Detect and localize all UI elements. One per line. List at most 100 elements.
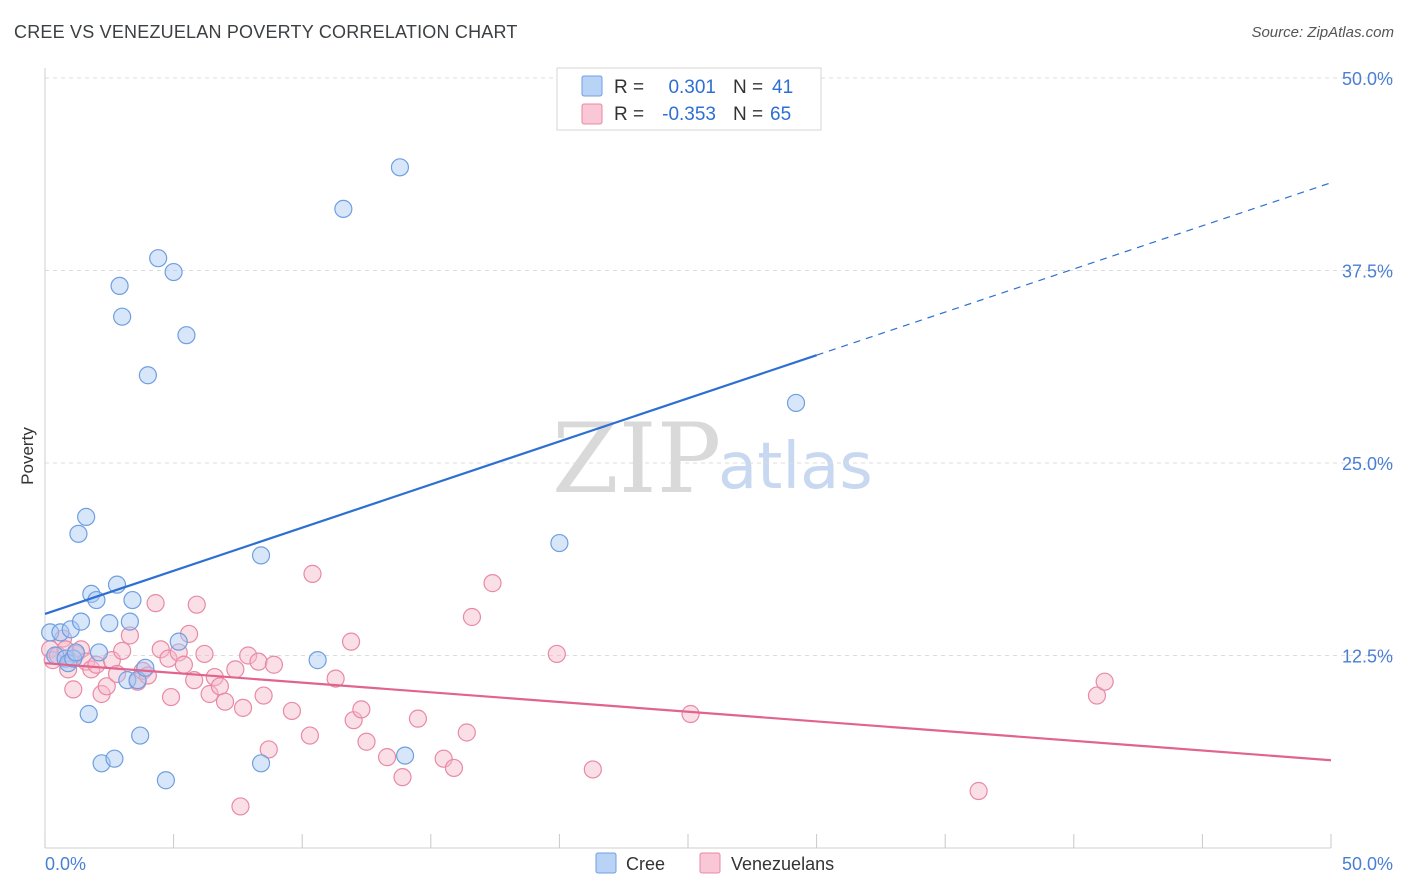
legend-swatch-venezuelans (581, 103, 603, 125)
y-axis-label: Poverty (18, 427, 37, 485)
point-cree (69, 524, 88, 543)
point-cree (77, 507, 96, 527)
point-venezuelans (231, 797, 250, 816)
point-venezuelans (434, 749, 453, 768)
point-venezuelans (146, 594, 165, 613)
point-venezuelans (215, 692, 235, 711)
legend-r-value-cree: 0.301 (668, 77, 716, 98)
point-venezuelans (462, 607, 482, 627)
point-venezuelans (249, 652, 268, 671)
point-venezuelans (483, 574, 502, 593)
x-tick-labels: 0.0% 50.0% (45, 854, 1393, 874)
point-venezuelans (161, 687, 181, 707)
point-cree (89, 643, 109, 662)
point-venezuelans (393, 768, 412, 787)
point-cree (138, 366, 157, 385)
legend-n-label-venezuelans: N = (733, 104, 763, 125)
point-cree (164, 262, 183, 282)
source-credit: Source: ZipAtlas.com (1251, 24, 1394, 41)
point-cree (61, 620, 80, 639)
point-cree (100, 614, 119, 633)
legend-n-label-cree: N = (733, 77, 763, 98)
point-venezuelans (547, 644, 566, 664)
point-venezuelans (583, 760, 602, 779)
point-cree (177, 326, 196, 345)
point-venezuelans (174, 655, 193, 674)
point-venezuelans (969, 781, 988, 801)
point-cree (550, 533, 569, 553)
point-venezuelans (352, 700, 371, 719)
point-venezuelans (185, 671, 204, 690)
point-venezuelans (151, 640, 170, 659)
x-tick-label: 50.0% (1342, 854, 1393, 874)
point-cree (136, 658, 155, 677)
point-venezuelans (210, 677, 229, 696)
point-venezuelans (326, 669, 345, 688)
point-cree (395, 746, 415, 765)
legend-r-label-venezuelans: R = (614, 104, 644, 125)
y-tick-labels: 12.5% 25.0% 37.5% 50.0% (1342, 69, 1393, 667)
point-venezuelans (179, 624, 199, 644)
point-venezuelans (377, 748, 397, 767)
chart-title: CREE VS VENEZUELAN POVERTY CORRELATION C… (14, 22, 518, 42)
legend-swatch-cree (581, 75, 603, 97)
x-tick-label: 0.0% (45, 854, 86, 874)
point-cree (786, 393, 806, 413)
point-venezuelans (159, 649, 178, 668)
point-cree (66, 643, 85, 662)
legend-r-label-cree: R = (614, 77, 644, 98)
y-tick-label: 37.5% (1342, 262, 1393, 282)
point-venezuelans (113, 641, 132, 660)
point-venezuelans (300, 726, 320, 745)
bottom-legend-label-venezuelans: Venezuelans (731, 854, 834, 874)
point-venezuelans (1087, 686, 1107, 705)
point-venezuelans (282, 701, 302, 721)
point-cree (334, 199, 353, 218)
watermark-atlas: atlas (718, 430, 873, 504)
y-tick-label: 25.0% (1342, 454, 1393, 474)
y-tick-label: 12.5% (1342, 647, 1393, 667)
point-venezuelans (120, 626, 139, 645)
point-venezuelans (341, 632, 361, 651)
point-cree (79, 704, 98, 724)
point-cree (123, 590, 142, 610)
point-venezuelans (200, 684, 219, 704)
trend-line-cree (44, 354, 817, 615)
bottom-legend-swatch-venezuelans (699, 852, 721, 874)
x-axis-ticks (44, 834, 1332, 848)
point-venezuelans (226, 660, 245, 679)
point-cree (51, 623, 70, 642)
gridlines (45, 77, 1396, 656)
point-cree (105, 749, 124, 768)
point-venezuelans (457, 723, 476, 742)
legend-r-value-venezuelans: -0.353 (662, 104, 716, 125)
legend-n-value-cree: 41 (772, 77, 793, 98)
point-venezuelans (187, 595, 206, 614)
point-venezuelans (254, 686, 273, 705)
point-venezuelans (444, 758, 464, 778)
point-cree (308, 651, 327, 670)
point-cree (149, 249, 168, 268)
point-venezuelans (303, 564, 322, 583)
point-venezuelans (259, 740, 278, 759)
point-cree (390, 158, 410, 177)
series-legend: Cree Venezuelans (595, 852, 834, 874)
point-cree (169, 632, 188, 651)
point-venezuelans (1095, 672, 1114, 691)
point-cree (156, 771, 175, 790)
point-cree (113, 307, 132, 326)
bottom-legend-swatch-cree (595, 852, 617, 874)
trend-line-extension-cree (816, 182, 1332, 356)
data-points (41, 158, 1114, 816)
y-tick-label: 50.0% (1342, 69, 1393, 89)
point-cree (251, 546, 271, 565)
point-venezuelans (233, 698, 253, 717)
point-venezuelans (97, 677, 116, 696)
watermark: ZIP atlas (552, 403, 873, 515)
point-venezuelans (64, 680, 83, 699)
point-venezuelans (195, 644, 214, 664)
correlation-legend: R = 0.301 N = 41 R = -0.353 N = 65 (556, 67, 822, 131)
point-venezuelans (239, 646, 258, 665)
trend-lines (44, 182, 1332, 762)
